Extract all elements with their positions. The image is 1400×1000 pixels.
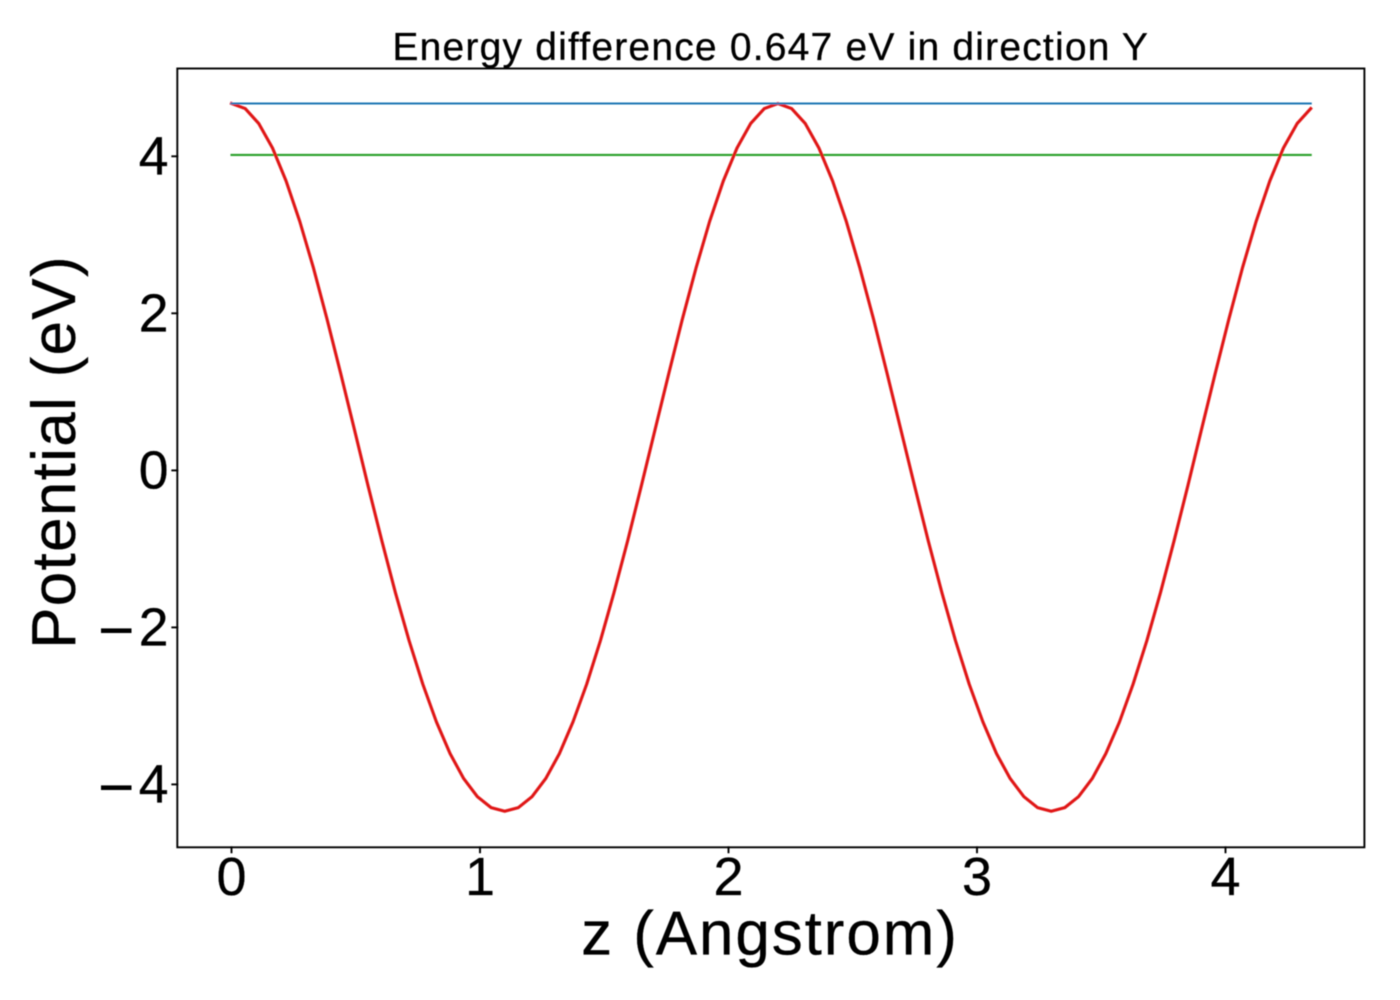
svg-text:Energy difference 0.647 eV in: Energy difference 0.647 eV in direction … <box>392 26 1149 69</box>
svg-text:2: 2 <box>713 847 743 907</box>
svg-text:z (Angstrom): z (Angstrom) <box>581 900 959 969</box>
svg-text:0: 0 <box>139 442 169 501</box>
svg-text:2: 2 <box>139 599 169 658</box>
svg-text:4: 4 <box>1210 847 1240 907</box>
svg-text:0: 0 <box>216 847 246 907</box>
svg-text:4: 4 <box>139 128 169 187</box>
svg-text:Potential (eV): Potential (eV) <box>20 255 89 649</box>
svg-text:1: 1 <box>465 847 495 907</box>
svg-text:3: 3 <box>962 847 992 907</box>
svg-text:4: 4 <box>139 756 169 815</box>
svg-text:2: 2 <box>139 285 169 344</box>
